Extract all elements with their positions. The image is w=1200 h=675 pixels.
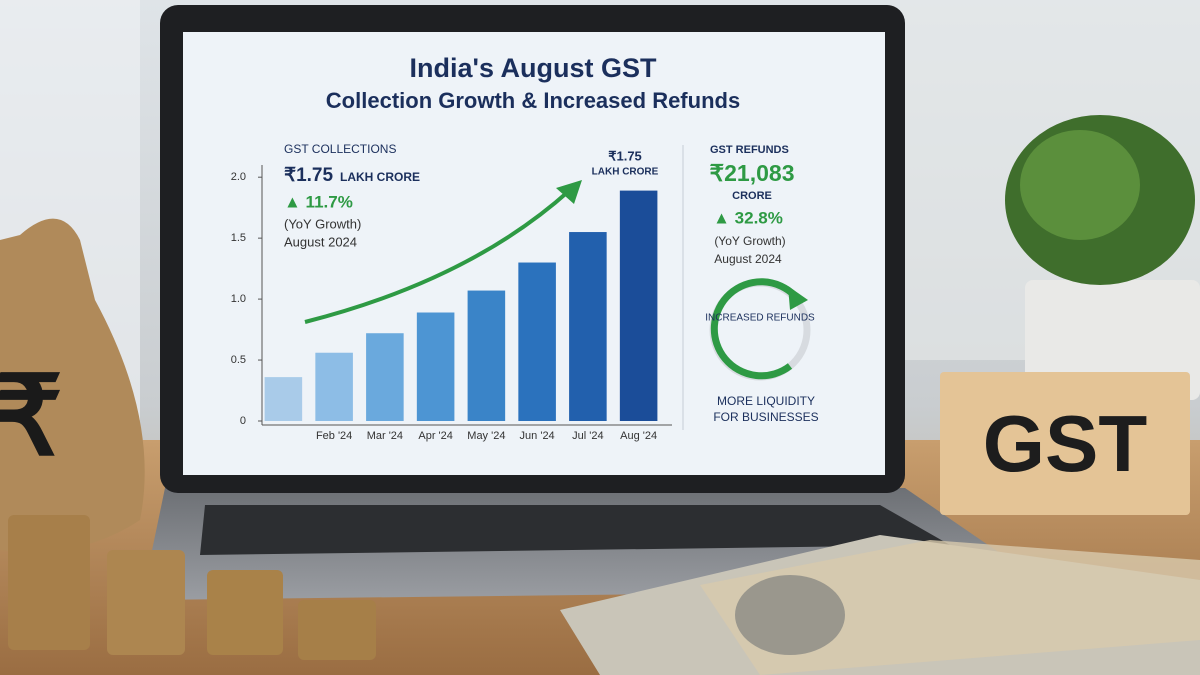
x-tick-label: Aug '24 bbox=[620, 430, 657, 442]
y-tick-label: 1.5 bbox=[231, 232, 246, 244]
bar bbox=[518, 262, 556, 421]
unit: LAKH CRORE bbox=[340, 170, 420, 184]
bar bbox=[366, 333, 404, 421]
amount: ₹21,083 bbox=[710, 160, 795, 186]
unit: CRORE bbox=[732, 190, 772, 202]
bar bbox=[315, 352, 353, 421]
pot bbox=[1025, 280, 1200, 400]
annotation: ₹1.75 bbox=[608, 148, 642, 163]
trend-arrow-head bbox=[556, 180, 582, 204]
bar bbox=[619, 190, 658, 421]
bar bbox=[569, 232, 607, 421]
period: August 2024 bbox=[714, 252, 782, 266]
y-tick-label: 0.5 bbox=[231, 354, 246, 366]
footer: FOR BUSINESSES bbox=[713, 410, 818, 424]
coin-stack bbox=[8, 515, 90, 650]
period: August 2024 bbox=[284, 234, 357, 249]
x-tick-label: Feb '24 bbox=[316, 430, 352, 442]
chart-subtitle: Collection Growth & Increased Refunds bbox=[326, 88, 740, 113]
x-tick-label: May '24 bbox=[467, 430, 505, 442]
x-tick-label: Apr '24 bbox=[418, 430, 453, 442]
keyboard bbox=[200, 505, 950, 555]
gst-block bbox=[940, 372, 1190, 515]
bar bbox=[467, 290, 506, 421]
footer: MORE LIQUIDITY bbox=[717, 394, 815, 408]
y-tick-label: 0 bbox=[240, 415, 246, 427]
coin-stack bbox=[298, 600, 376, 660]
bag-symbol: ₹ bbox=[0, 355, 63, 478]
growth-note: (YoY Growth) bbox=[714, 234, 785, 248]
growth: ▲ 32.8% bbox=[713, 208, 783, 227]
y-tick-label: 2.0 bbox=[231, 171, 246, 183]
money-bag bbox=[0, 218, 145, 552]
growth-note: (YoY Growth) bbox=[284, 216, 361, 231]
chart-title: India's August GST bbox=[410, 53, 657, 83]
annotation: LAKH CRORE bbox=[592, 167, 659, 178]
bar bbox=[264, 377, 303, 421]
refund-ring-arrow bbox=[710, 278, 798, 380]
bar bbox=[416, 312, 455, 421]
trend-arrow bbox=[304, 188, 572, 324]
amount: ₹1.75 bbox=[284, 165, 334, 186]
panel-heading: GST REFUNDS bbox=[710, 144, 789, 156]
coin-stack bbox=[107, 550, 185, 655]
growth: ▲ 11.7% bbox=[284, 192, 353, 211]
x-tick-label: Mar '24 bbox=[367, 430, 403, 442]
x-tick-label: Jul '24 bbox=[572, 430, 603, 442]
x-tick-label: Jun '24 bbox=[520, 430, 555, 442]
plant bbox=[1020, 130, 1140, 240]
gst-sign: GST bbox=[983, 399, 1148, 488]
banknote-portrait bbox=[735, 575, 845, 655]
badge: INCREASED REFUNDS bbox=[705, 313, 815, 324]
y-tick-label: 1.0 bbox=[231, 293, 246, 305]
refund-arrow-head bbox=[788, 286, 808, 310]
panel-heading: GST COLLECTIONS bbox=[284, 142, 396, 156]
coin-stack bbox=[207, 570, 283, 655]
